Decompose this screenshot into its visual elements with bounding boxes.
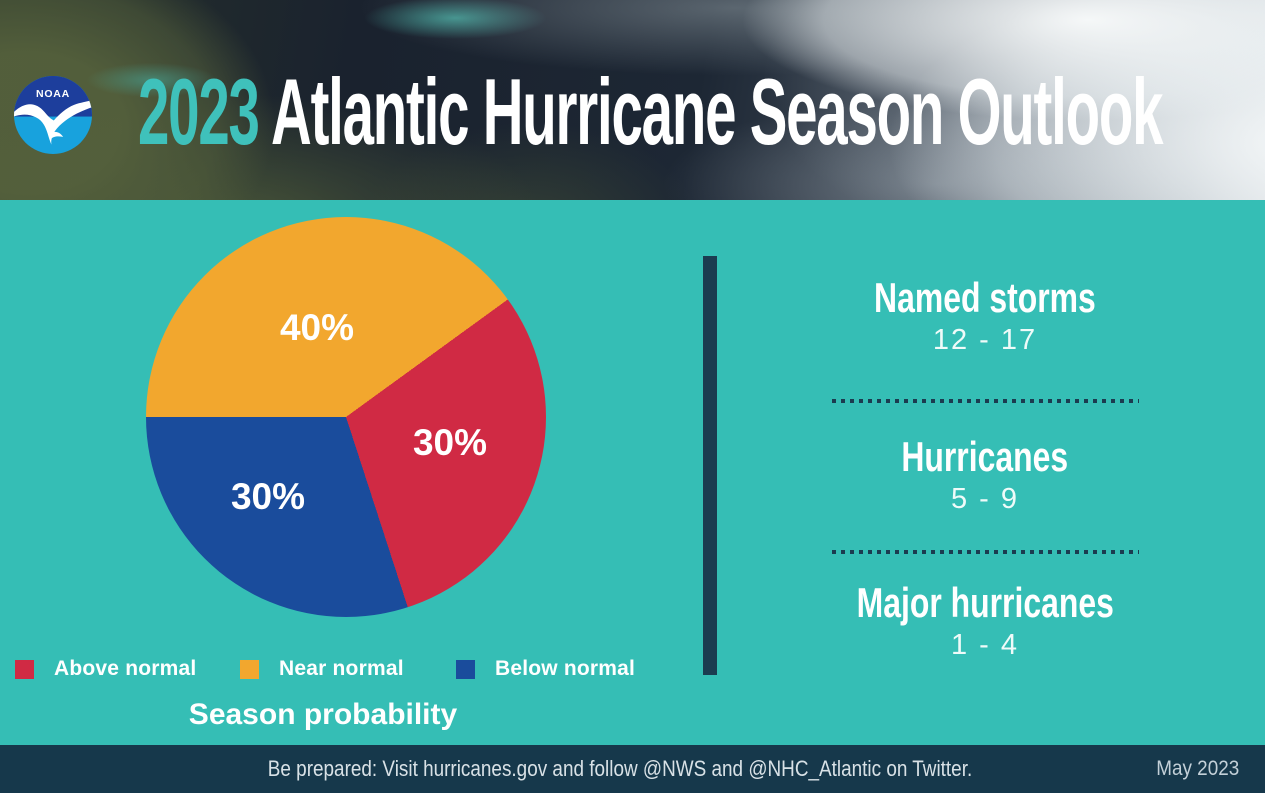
title-main: Atlantic Hurricane Season Outlook [271,59,1163,165]
pie-label-near-normal: 40% [279,307,355,348]
stat-range-hurricanes: 5 - 9 [950,483,1020,515]
dotted-separator [831,399,1139,403]
header-satellite-banner: NOAA 2023 Atlantic Hurricane Season Outl… [0,0,1265,200]
vertical-divider [703,256,717,675]
noaa-logo-icon: NOAA [14,76,92,154]
season-probability-pie-chart: 40% 30% 30% [146,217,546,617]
dotted-separator [831,550,1139,554]
pie-label-below-normal: 30% [230,476,306,517]
page-title: 2023 Atlantic Hurricane Season Outlook [138,65,1163,159]
stat-label-text: Major hurricanes [856,579,1114,626]
legend-label-above-normal: Above normal [54,657,197,680]
stat-label-text: Hurricanes [901,433,1069,480]
legend-swatch-near-normal [240,659,259,679]
pie-label-above-normal: 30% [412,422,488,463]
outlook-stats: Named storms 12 - 17 Hurricanes 5 - 9 Ma… [705,256,1265,663]
footer-message: Be prepared: Visit hurricanes.gov and fo… [267,756,973,781]
legend-swatch-above-normal [15,659,34,679]
stat-label-hurricanes: Hurricanes [705,435,1265,479]
legend-label-below-normal: Below normal [495,657,636,680]
stat-label-named-storms: Named storms [705,276,1265,320]
legend-item-near-normal: Near normal [240,656,404,682]
title-year: 2023 [138,59,260,165]
stat-range-named-storms: 12 - 17 [932,324,1038,356]
footer-bar: Be prepared: Visit hurricanes.gov and fo… [0,745,1265,793]
noaa-logo-text: NOAA [36,88,70,100]
legend-item-below-normal: Below normal [456,656,635,682]
stat-range-major-hurricanes: 1 - 4 [950,629,1020,661]
legend-swatch-below-normal [456,659,475,679]
footer-date: May 2023 [1155,757,1239,780]
legend-item-above-normal: Above normal [15,656,196,682]
chart-title: Season probability [188,698,458,731]
stat-label-text: Named storms [874,274,1096,321]
legend-label-near-normal: Near normal [279,657,404,680]
stat-label-major-hurricanes: Major hurricanes [705,581,1265,625]
